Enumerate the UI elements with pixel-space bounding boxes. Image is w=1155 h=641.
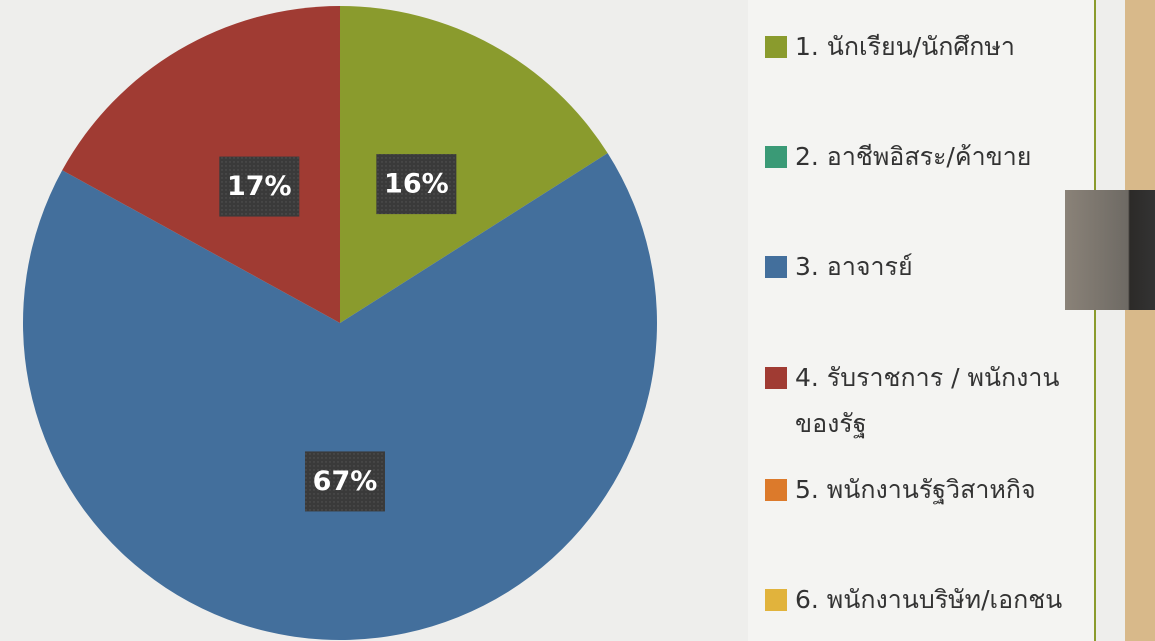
tab bbox=[1065, 190, 1155, 310]
wood-strip bbox=[1125, 0, 1155, 641]
legend-label: 6. พนักงานบริษัท/เอกชน bbox=[795, 585, 1063, 614]
legend-item: 2. อาชีพอิสระ/ค้าขาย bbox=[765, 134, 1095, 180]
legend-label: 3. อาจารย์ bbox=[795, 252, 913, 281]
legend-label: 4. รับราชการ / พนักงานของรัฐ bbox=[795, 363, 1060, 438]
chart: 16% 67% 17% bbox=[23, 6, 657, 641]
legend-swatch bbox=[765, 589, 787, 611]
value-label-box bbox=[219, 156, 300, 217]
value-label: 16% bbox=[384, 169, 449, 200]
legend-item: 4. รับราชการ / พนักงานของรัฐ bbox=[765, 355, 1095, 447]
legend-swatch bbox=[765, 479, 787, 501]
value-label-box bbox=[304, 451, 385, 512]
legend-swatch bbox=[765, 36, 787, 58]
value-label: 17% bbox=[227, 171, 292, 202]
divider bbox=[1094, 0, 1096, 641]
legend-item: 5. พนักงานรัฐวิสาหกิจ bbox=[765, 467, 1095, 513]
legend-item: 1. นักเรียน/นักศึกษา bbox=[765, 24, 1095, 70]
legend-label: 2. อาชีพอิสระ/ค้าขาย bbox=[795, 142, 1032, 171]
pie-slice bbox=[62, 6, 340, 323]
legend-swatch bbox=[765, 256, 787, 278]
legend-panel bbox=[748, 0, 1095, 641]
value-label: 67% bbox=[313, 466, 378, 497]
legend-label: 1. นักเรียน/นักศึกษา bbox=[795, 32, 1015, 61]
pie-slice bbox=[23, 153, 657, 641]
value-label-box bbox=[376, 154, 457, 215]
legend-swatch bbox=[765, 367, 787, 389]
pie-slice bbox=[340, 6, 608, 323]
legend-label: 5. พนักงานรัฐวิสาหกิจ bbox=[795, 475, 1036, 504]
legend-item: 3. อาจารย์ bbox=[765, 244, 1095, 290]
legend-swatch bbox=[765, 146, 787, 168]
legend-item: 6. พนักงานบริษัท/เอกชน bbox=[765, 577, 1095, 623]
